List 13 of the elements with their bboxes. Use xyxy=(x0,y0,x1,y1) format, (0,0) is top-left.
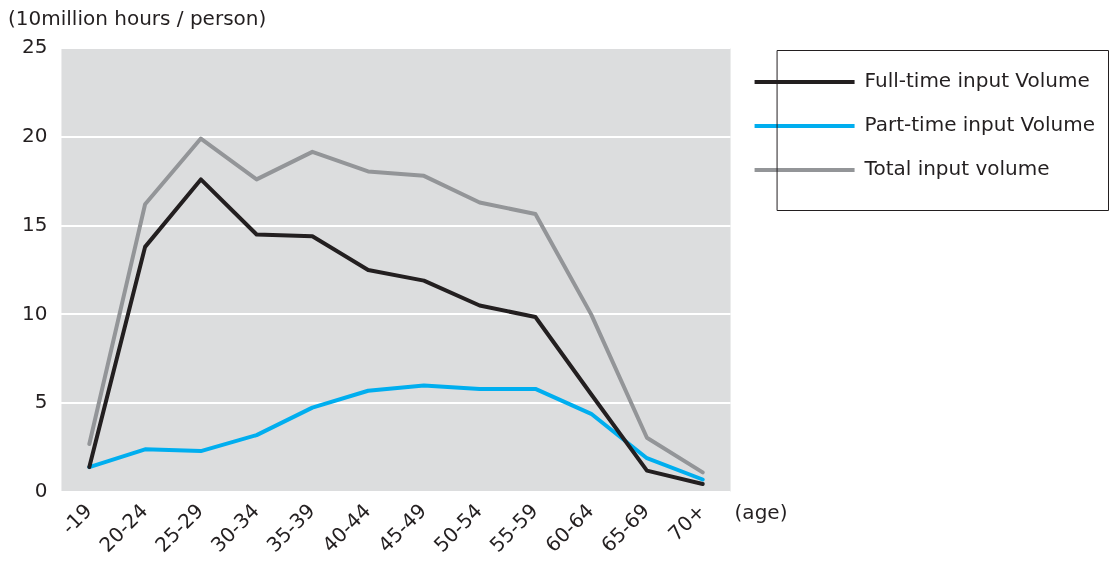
y-tick-label: 0 xyxy=(34,478,48,503)
y-axis-title: (10million hours / person) xyxy=(8,6,267,31)
legend-label: Part-time input Volume xyxy=(864,112,1096,137)
y-tick-label: 10 xyxy=(22,300,48,325)
x-tick-label: -19 xyxy=(56,498,97,539)
y-tick-label: 15 xyxy=(22,211,48,236)
legend-label: Full-time input Volume xyxy=(864,68,1090,93)
x-axis-title: (age) xyxy=(734,500,788,525)
x-tick-label: 70+ xyxy=(663,498,710,546)
y-tick-label: 25 xyxy=(22,34,48,59)
y-tick-label: 5 xyxy=(34,389,48,414)
y-tick-label: 20 xyxy=(22,122,48,147)
legend-label: Total input volume xyxy=(863,156,1050,181)
